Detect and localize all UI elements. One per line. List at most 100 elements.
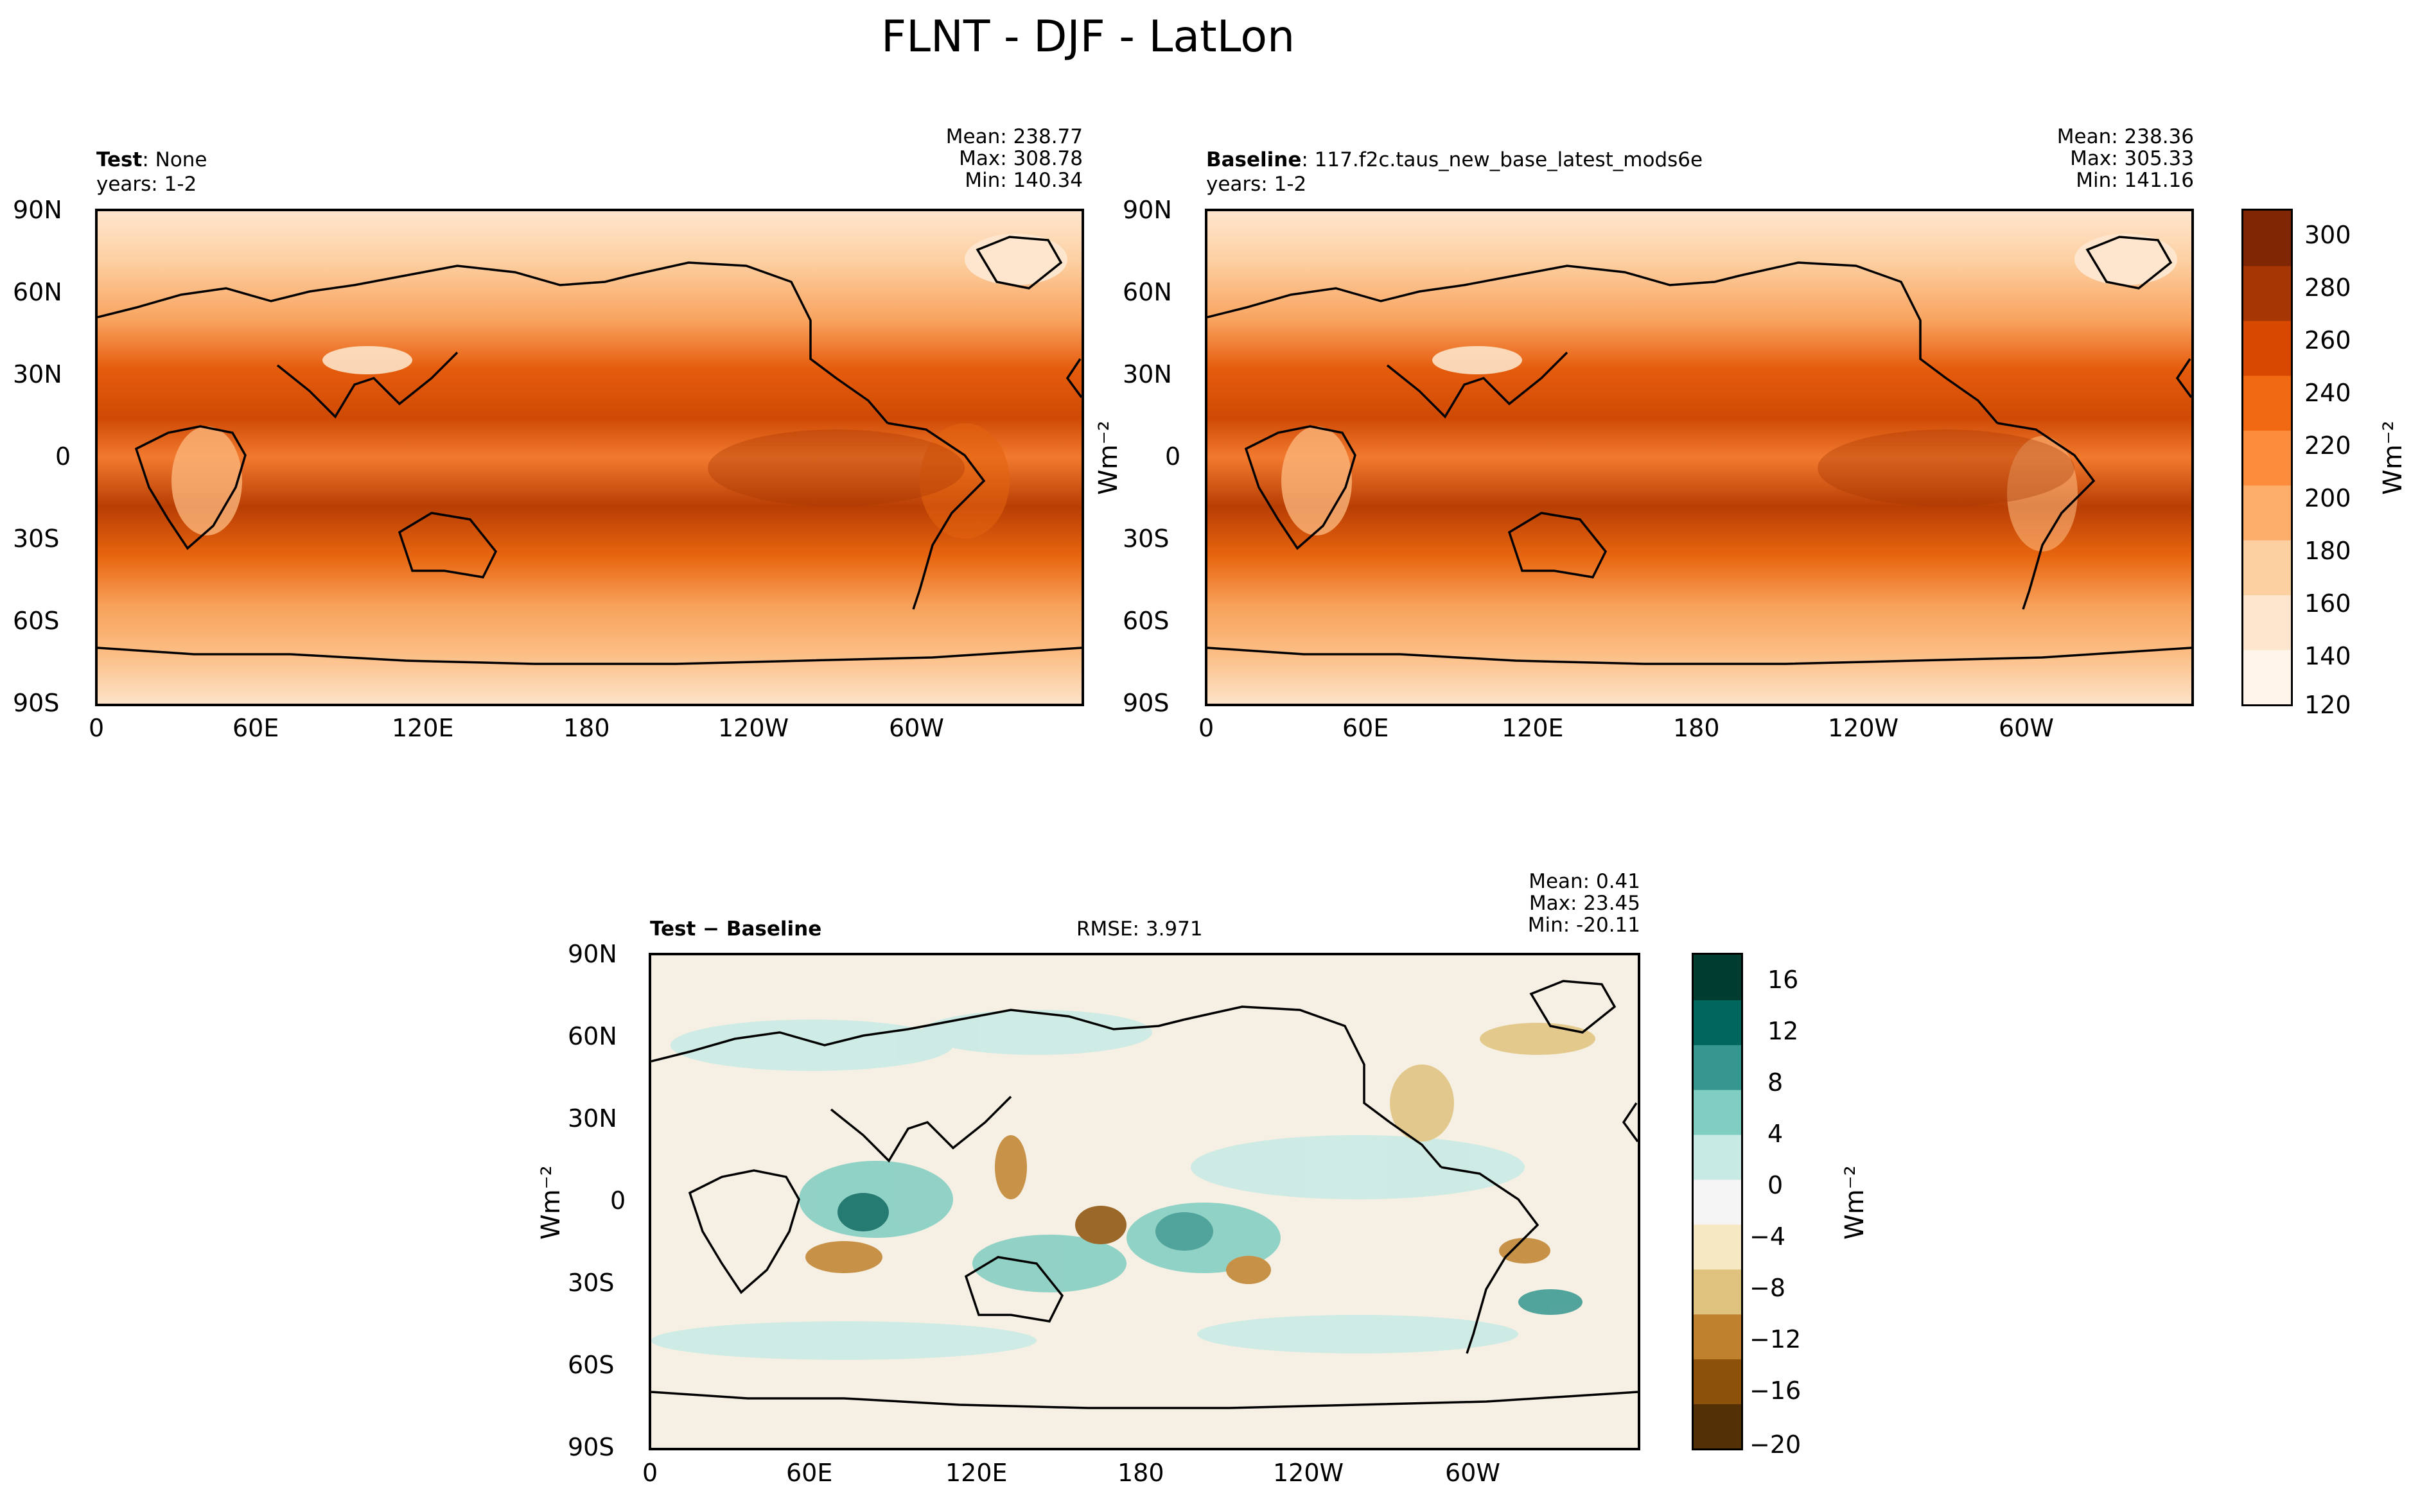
baseline-ytick-90s: 90S	[1123, 689, 1170, 717]
cbar1-tick-280: 280	[2304, 274, 2351, 302]
figure-title: FLNT - DJF - LatLon	[881, 12, 1295, 62]
baseline-map	[1207, 211, 2191, 704]
baseline-label-rest: : 117.f2c.taus_new_base_latest_mods6e	[1301, 148, 1703, 171]
test-mean: Mean: 238.77	[945, 125, 1083, 148]
diff-ytick-60s: 60S	[568, 1351, 615, 1379]
cbar1-tick-300: 300	[2304, 221, 2351, 249]
cbar1-label: Wm⁻²	[2378, 421, 2408, 495]
cbar2-tick-m16: −16	[1749, 1377, 1802, 1405]
diff-ytick-90n: 90N	[568, 940, 617, 968]
diff-label-bold: Test − Baseline	[650, 917, 822, 941]
cbar1-tick-260: 260	[2304, 326, 2351, 354]
cbar1-tick-180: 180	[2304, 537, 2351, 565]
test-stats: Mean: 238.77 Max: 308.78 Min: 140.34	[946, 126, 1083, 191]
test-ytick-60n: 60N	[13, 278, 62, 306]
colorbar-band	[2243, 430, 2291, 486]
cbar2-tick-4: 4	[1767, 1120, 1784, 1148]
test-years: years: 1-2	[96, 173, 197, 196]
difference-colorbar-gradient	[1694, 955, 1741, 1448]
colorbar-band	[1694, 999, 1741, 1045]
diff-map	[651, 955, 1638, 1448]
diff-xtick-180: 180	[1118, 1459, 1164, 1487]
test-label-bold: Test	[96, 148, 143, 171]
test-xtick-60e: 60E	[232, 714, 279, 742]
diff-mean: Mean: 0.41	[1529, 870, 1640, 893]
diff-max: Max: 23.45	[1529, 892, 1640, 915]
test-map-panel	[95, 209, 1084, 706]
test-xtick-120w: 120W	[718, 714, 789, 742]
diff-ytick-30s: 30S	[568, 1269, 615, 1297]
baseline-xtick-180: 180	[1673, 714, 1720, 742]
diff-xtick-60w: 60W	[1445, 1459, 1500, 1487]
colorbar-band	[2243, 595, 2291, 650]
diff-ytick-0: 0	[610, 1186, 626, 1215]
test-ytick-30s: 30S	[13, 525, 60, 553]
colorbar-band	[1694, 1403, 1741, 1448]
baseline-years: years: 1-2	[1206, 173, 1307, 196]
cbar1-tick-120: 120	[2304, 691, 2351, 719]
baseline-map-panel	[1205, 209, 2194, 706]
cbar1-tick-200: 200	[2304, 484, 2351, 512]
absolute-colorbar	[2241, 209, 2293, 706]
baseline-max: Max: 305.33	[2070, 147, 2194, 170]
cbar2-tick-16: 16	[1767, 966, 1799, 994]
diff-min: Min: -20.11	[1527, 914, 1640, 937]
colorbar-band	[1694, 1269, 1741, 1315]
diff-rmse: RMSE: 3.971	[1076, 917, 1203, 941]
cbar2-tick-m8: −8	[1749, 1274, 1786, 1302]
test-ytick-30n: 30N	[13, 360, 62, 388]
test-min: Min: 140.34	[965, 169, 1083, 192]
test-ytick-90s: 90S	[13, 689, 60, 717]
baseline-ytick-0: 0	[1165, 442, 1181, 471]
test-label: Test: None	[96, 149, 207, 171]
baseline-label-bold: Baseline	[1206, 148, 1302, 171]
diff-ytick-90s: 90S	[568, 1433, 615, 1461]
baseline-ytick-60s: 60S	[1123, 607, 1170, 635]
colorbar-band	[2243, 211, 2291, 266]
colorbar-band	[2243, 649, 2291, 704]
colorbar-band	[1694, 1134, 1741, 1180]
baseline-xtick-120e: 120E	[1502, 714, 1564, 742]
cbar2-tick-m4: −4	[1749, 1222, 1786, 1251]
cbar2-tick-12: 12	[1767, 1017, 1799, 1045]
baseline-min: Min: 141.16	[2076, 169, 2194, 192]
cbar2-tick-m20: −20	[1749, 1430, 1802, 1459]
colorbar-band	[2243, 375, 2291, 431]
baseline-ylabel: Wm⁻²	[1093, 421, 1123, 495]
baseline-label: Baseline: 117.f2c.taus_new_base_latest_m…	[1206, 149, 1703, 171]
diff-xtick-120w: 120W	[1273, 1459, 1344, 1487]
colorbar-band	[1694, 1044, 1741, 1090]
baseline-xtick-60w: 60W	[1999, 714, 2054, 742]
cbar2-tick-8: 8	[1767, 1068, 1784, 1097]
diff-xtick-60e: 60E	[786, 1459, 833, 1487]
diff-ytick-60n: 60N	[568, 1022, 617, 1050]
colorbar-band	[1694, 1314, 1741, 1360]
diff-xtick-0: 0	[642, 1459, 658, 1487]
baseline-ytick-30s: 30S	[1123, 525, 1170, 553]
diff-stats: Mean: 0.41 Max: 23.45 Min: -20.11	[1528, 871, 1640, 936]
test-map	[98, 211, 1082, 704]
colorbar-band	[2243, 485, 2291, 541]
baseline-mean: Mean: 238.36	[2056, 125, 2194, 148]
baseline-xtick-0: 0	[1198, 714, 1214, 742]
diff-label: Test − Baseline	[650, 918, 821, 940]
diff-ylabel: Wm⁻²	[536, 1165, 566, 1240]
test-max: Max: 308.78	[959, 147, 1083, 170]
cbar1-tick-220: 220	[2304, 431, 2351, 460]
cbar2-tick-0: 0	[1767, 1171, 1784, 1199]
cbar1-tick-140: 140	[2304, 642, 2351, 670]
baseline-ytick-90n: 90N	[1123, 196, 1172, 224]
test-label-rest: : None	[142, 148, 207, 171]
cbar2-label: Wm⁻²	[1839, 1165, 1870, 1240]
colorbar-band	[1694, 1224, 1741, 1270]
colorbar-band	[1694, 1179, 1741, 1225]
diff-xtick-120e: 120E	[945, 1459, 1008, 1487]
diff-ytick-30n: 30N	[568, 1104, 617, 1133]
diff-map-panel	[649, 953, 1640, 1450]
colorbar-band	[2243, 539, 2291, 596]
colorbar-band	[1694, 1089, 1741, 1135]
test-ytick-60s: 60S	[13, 607, 60, 635]
test-xtick-60w: 60W	[889, 714, 944, 742]
test-xtick-180: 180	[563, 714, 610, 742]
cbar1-tick-240: 240	[2304, 379, 2351, 407]
